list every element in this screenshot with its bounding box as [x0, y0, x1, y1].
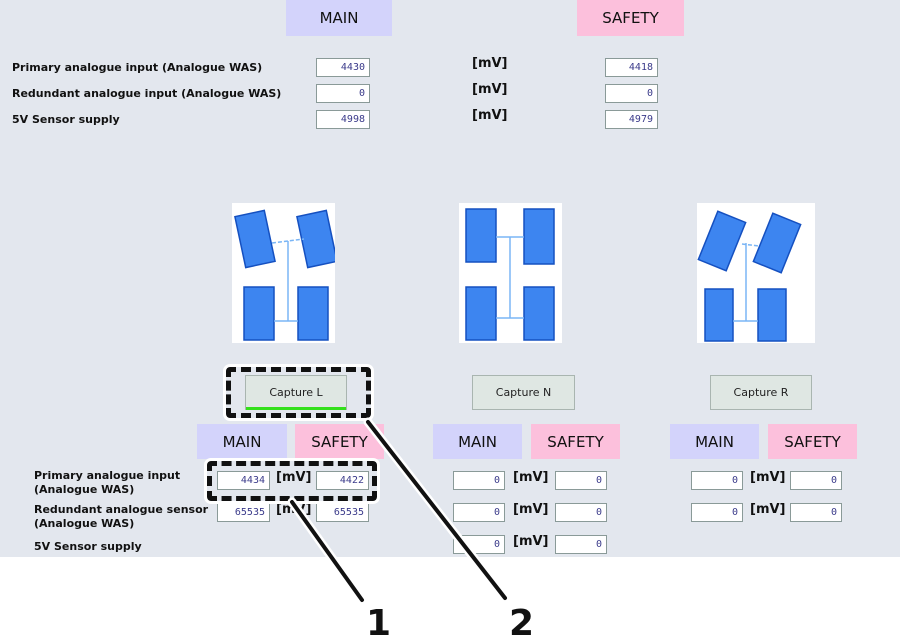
- callout-line-2: [366, 420, 507, 600]
- left-main-header: MAIN: [197, 424, 287, 459]
- left-main-redundant[interactable]: 65535: [217, 503, 270, 522]
- callout-box-2: [223, 364, 374, 421]
- capture-neutral-button[interactable]: Capture N: [472, 375, 575, 410]
- neutral-main-primary[interactable]: 0: [453, 471, 505, 490]
- left-main-primary[interactable]: 4434: [217, 471, 270, 490]
- callout-line-1: [290, 500, 364, 602]
- unit-label: [mV]: [513, 502, 549, 517]
- wheels-right-image: [697, 203, 815, 343]
- redundant-label-line2: (Analogue WAS): [34, 517, 135, 530]
- safety-header: SAFETY: [577, 0, 684, 36]
- callout-number-2: 2: [509, 603, 535, 644]
- right-main-primary[interactable]: 0: [691, 471, 743, 490]
- active-indicator: [246, 407, 346, 410]
- top-row-label: Redundant analogue input (Analogue WAS): [12, 87, 282, 100]
- right-safety-primary[interactable]: 0: [790, 471, 842, 490]
- left-safety-redundant[interactable]: 65535: [316, 503, 369, 522]
- neutral-safety-supply[interactable]: 0: [555, 535, 607, 554]
- supply-label: 5V Sensor supply: [34, 540, 142, 553]
- top-main-supply[interactable]: 4998: [316, 110, 370, 129]
- primary-label-line1: Primary analogue input: [34, 469, 181, 482]
- unit-label: [mV]: [750, 502, 786, 517]
- unit-label: [mV]: [472, 108, 508, 123]
- neutral-main-redundant[interactable]: 0: [453, 503, 505, 522]
- primary-label-line2: (Analogue WAS): [34, 483, 135, 496]
- top-safety-supply[interactable]: 4979: [605, 110, 658, 129]
- neutral-safety-redundant[interactable]: 0: [555, 503, 607, 522]
- unit-label: [mV]: [472, 82, 508, 97]
- unit-label: [mV]: [750, 470, 786, 485]
- unit-label: [mV]: [513, 470, 549, 485]
- wheels-left-image: [232, 203, 338, 343]
- top-row-label: Primary analogue input (Analogue WAS): [12, 61, 263, 74]
- neutral-safety-primary[interactable]: 0: [555, 471, 607, 490]
- right-main-redundant[interactable]: 0: [691, 503, 743, 522]
- left-safety-primary[interactable]: 4422: [316, 471, 369, 490]
- top-main-redundant[interactable]: 0: [316, 84, 370, 103]
- capture-left-button[interactable]: Capture L: [245, 375, 347, 410]
- top-safety-redundant[interactable]: 0: [605, 84, 658, 103]
- redundant-label-line1: Redundant analogue sensor: [34, 503, 209, 516]
- top-main-primary[interactable]: 4430: [316, 58, 370, 77]
- right-safety-redundant[interactable]: 0: [790, 503, 842, 522]
- neutral-safety-header: SAFETY: [531, 424, 620, 459]
- unit-label: [mV]: [276, 470, 312, 485]
- capture-left-label: Capture L: [269, 386, 323, 399]
- primary-label: Primary analogue input (Analogue WAS): [34, 469, 180, 497]
- left-safety-header: SAFETY: [295, 424, 384, 459]
- top-safety-primary[interactable]: 4418: [605, 58, 658, 77]
- wheel-angle-sensor-panel: MAIN SAFETY Primary analogue input (Anal…: [0, 0, 900, 557]
- top-row-label: 5V Sensor supply: [12, 113, 120, 126]
- right-main-header: MAIN: [670, 424, 759, 459]
- redundant-label: Redundant analogue sensor (Analogue WAS): [34, 503, 208, 531]
- unit-label: [mV]: [513, 534, 549, 549]
- neutral-main-header: MAIN: [433, 424, 522, 459]
- right-safety-header: SAFETY: [768, 424, 857, 459]
- capture-right-button[interactable]: Capture R: [710, 375, 812, 410]
- callout-number-1: 1: [366, 603, 392, 644]
- unit-label: [mV]: [472, 56, 508, 71]
- wheels-neutral-image: [459, 203, 562, 343]
- main-header: MAIN: [286, 0, 392, 36]
